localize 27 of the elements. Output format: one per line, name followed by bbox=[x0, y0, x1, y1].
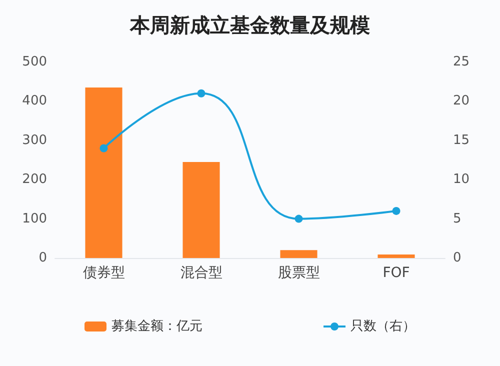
x-tick-label: 股票型 bbox=[278, 265, 320, 281]
y-tick-label: 200 bbox=[22, 172, 47, 188]
point bbox=[100, 144, 108, 152]
y2-tick-label: 15 bbox=[453, 132, 470, 148]
bar bbox=[280, 250, 318, 258]
point bbox=[197, 89, 206, 98]
point bbox=[294, 214, 303, 223]
y2-tick-label: 25 bbox=[453, 54, 470, 70]
y2-tick-label: 20 bbox=[453, 94, 470, 109]
chart-title: 本周新成立基金数量及规模 bbox=[129, 13, 370, 37]
bar bbox=[378, 254, 415, 258]
point bbox=[392, 206, 400, 215]
bar bbox=[182, 162, 220, 258]
y-tick-label: 100 bbox=[22, 211, 47, 226]
x-tick-label: 混合型 bbox=[180, 265, 222, 281]
bar bbox=[85, 87, 122, 258]
y-tick-label: 400 bbox=[22, 94, 47, 109]
y2-tick-label: 5 bbox=[453, 211, 462, 226]
x-tick-label: FOF bbox=[382, 265, 410, 281]
x-tick-label: 债券型 bbox=[82, 265, 125, 281]
legend-label: 只数（右） bbox=[350, 319, 416, 334]
y2-tick-label: 0 bbox=[453, 250, 462, 266]
y2-tick-label: 10 bbox=[453, 172, 470, 188]
y-tick-label: 300 bbox=[22, 132, 47, 148]
y-tick-label: 0 bbox=[38, 250, 47, 266]
legend-label: 募集金额：亿元 bbox=[112, 319, 202, 334]
y-tick-label: 500 bbox=[22, 54, 47, 70]
